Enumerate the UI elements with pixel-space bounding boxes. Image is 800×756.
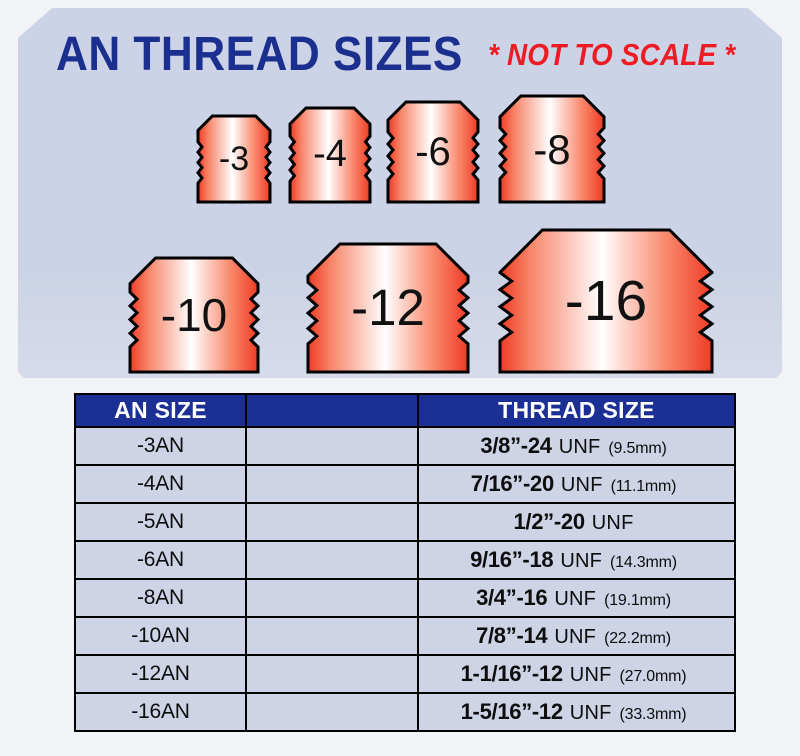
table-row: -8AN 3/4”-16 UNF (19.1mm) <box>74 578 736 618</box>
thread-metric: (27.0mm) <box>619 668 687 685</box>
thread-designation: 1/2”-20 <box>513 509 586 534</box>
thread-designation: 7/16”-20 <box>470 471 555 496</box>
thread-metric: (33.3mm) <box>619 706 687 723</box>
thread-designation: 3/8”-24 <box>480 433 552 458</box>
cell-an-size: -6AN <box>74 540 247 580</box>
thread-standard: UNF <box>560 474 603 496</box>
illustration-panel-inner: AN THREAD SIZES * NOT TO SCALE * -3 -4 -6-… <box>18 8 782 378</box>
title-row: AN THREAD SIZES * NOT TO SCALE * <box>18 28 782 86</box>
cell-thread-size: 9/16”-18 UNF (14.3mm) <box>417 540 736 580</box>
thread-standard: UNF <box>560 550 603 572</box>
thread-standard: UNF <box>554 588 597 610</box>
table-row: -4AN 7/16”-20 UNF (11.1mm) <box>74 464 736 504</box>
cell-an-size: -16AN <box>74 692 247 732</box>
column-header-blank <box>245 393 419 428</box>
cell-blank <box>245 654 419 694</box>
table-row: -6AN 9/16”-18 UNF (14.3mm) <box>74 540 736 580</box>
thread-designation: 1-1/16”-12 <box>460 661 563 686</box>
cell-thread-size: 1-5/16”-12 UNF (33.3mm) <box>417 692 736 732</box>
column-header-an-size: AN SIZE <box>74 393 247 428</box>
cell-thread-size: 1/2”-20 UNF <box>417 502 736 542</box>
table-head: AN SIZE THREAD SIZE <box>74 393 736 428</box>
page-title: AN THREAD SIZES <box>56 28 463 81</box>
thread-standard: UNF <box>569 702 612 724</box>
fitting-dash4: -4 <box>290 108 370 202</box>
column-header-thread-size: THREAD SIZE <box>417 393 736 428</box>
table-row: -16AN 1-5/16”-12 UNF (33.3mm) <box>74 692 736 732</box>
fitting-dash12: -12 <box>308 244 468 372</box>
thread-metric: (14.3mm) <box>610 554 677 571</box>
table-header-row: AN SIZE THREAD SIZE <box>74 393 736 428</box>
thread-standard: UNF <box>554 626 597 648</box>
table-row: -10AN 7/8”-14 UNF (22.2mm) <box>74 616 736 656</box>
cell-an-size: -3AN <box>74 426 247 466</box>
thread-standard: UNF <box>569 664 612 686</box>
cell-thread-size: 7/8”-14 UNF (22.2mm) <box>417 616 736 656</box>
fitting-dash3: -3 <box>198 116 270 202</box>
thread-designation: 9/16”-18 <box>470 547 554 572</box>
thread-metric: (22.2mm) <box>604 630 671 647</box>
cell-thread-size: 7/16”-20 UNF (11.1mm) <box>417 464 736 504</box>
cell-blank <box>245 540 419 580</box>
thread-standard: UNF <box>591 512 634 534</box>
thread-designation: 1-5/16”-12 <box>460 699 563 724</box>
thread-size-table: AN SIZE THREAD SIZE -3AN 3/8”-24 UNF (9.5m… <box>74 393 736 732</box>
cell-an-size: -10AN <box>74 616 247 656</box>
fitting-dash8: -8 <box>500 96 604 202</box>
table-row: -5AN 1/2”-20 UNF <box>74 502 736 542</box>
cell-blank <box>245 502 419 542</box>
fitting-dash16: -16 <box>500 230 712 372</box>
thread-metric: (19.1mm) <box>604 592 671 609</box>
illustration-panel: AN THREAD SIZES * NOT TO SCALE * -3 -4 -6-… <box>18 8 782 378</box>
thread-designation: 7/8”-14 <box>476 623 548 648</box>
cell-blank <box>245 616 419 656</box>
fitting-dash10: -10 <box>130 258 258 372</box>
cell-thread-size: 3/8”-24 UNF (9.5mm) <box>417 426 736 466</box>
cell-blank <box>245 426 419 466</box>
fitting-dash6: -6 <box>388 102 478 202</box>
cell-blank <box>245 578 419 618</box>
table-row: -3AN 3/8”-24 UNF (9.5mm) <box>74 426 736 466</box>
not-to-scale-note: * NOT TO SCALE * <box>488 37 736 72</box>
table-row: -12AN 1-1/16”-12 UNF (27.0mm) <box>74 654 736 694</box>
cell-blank <box>245 692 419 732</box>
cell-thread-size: 1-1/16”-12 UNF (27.0mm) <box>417 654 736 694</box>
thread-metric: (11.1mm) <box>610 478 677 495</box>
thread-metric: (9.5mm) <box>608 440 667 457</box>
thread-designation: 3/4”-16 <box>476 585 548 610</box>
thread-standard: UNF <box>558 436 601 458</box>
cell-an-size: -12AN <box>74 654 247 694</box>
table-body: -3AN 3/8”-24 UNF (9.5mm) -4AN 7/16”-20 UNF (1… <box>74 426 736 732</box>
cell-an-size: -8AN <box>74 578 247 618</box>
cell-blank <box>245 464 419 504</box>
cell-an-size: -4AN <box>74 464 247 504</box>
cell-thread-size: 3/4”-16 UNF (19.1mm) <box>417 578 736 618</box>
cell-an-size: -5AN <box>74 502 247 542</box>
